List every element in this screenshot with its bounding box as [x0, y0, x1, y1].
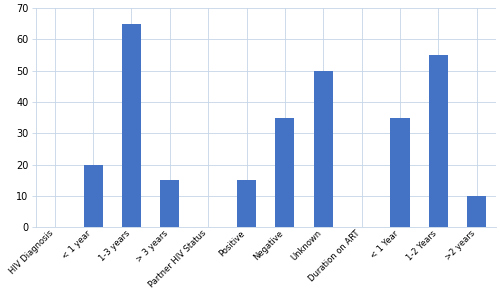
Bar: [428, 55, 448, 228]
Bar: [84, 165, 102, 228]
Bar: [237, 181, 256, 228]
Bar: [276, 118, 294, 228]
Bar: [467, 196, 486, 228]
Bar: [122, 24, 141, 228]
Bar: [160, 181, 180, 228]
Bar: [314, 71, 333, 228]
Bar: [390, 118, 409, 228]
